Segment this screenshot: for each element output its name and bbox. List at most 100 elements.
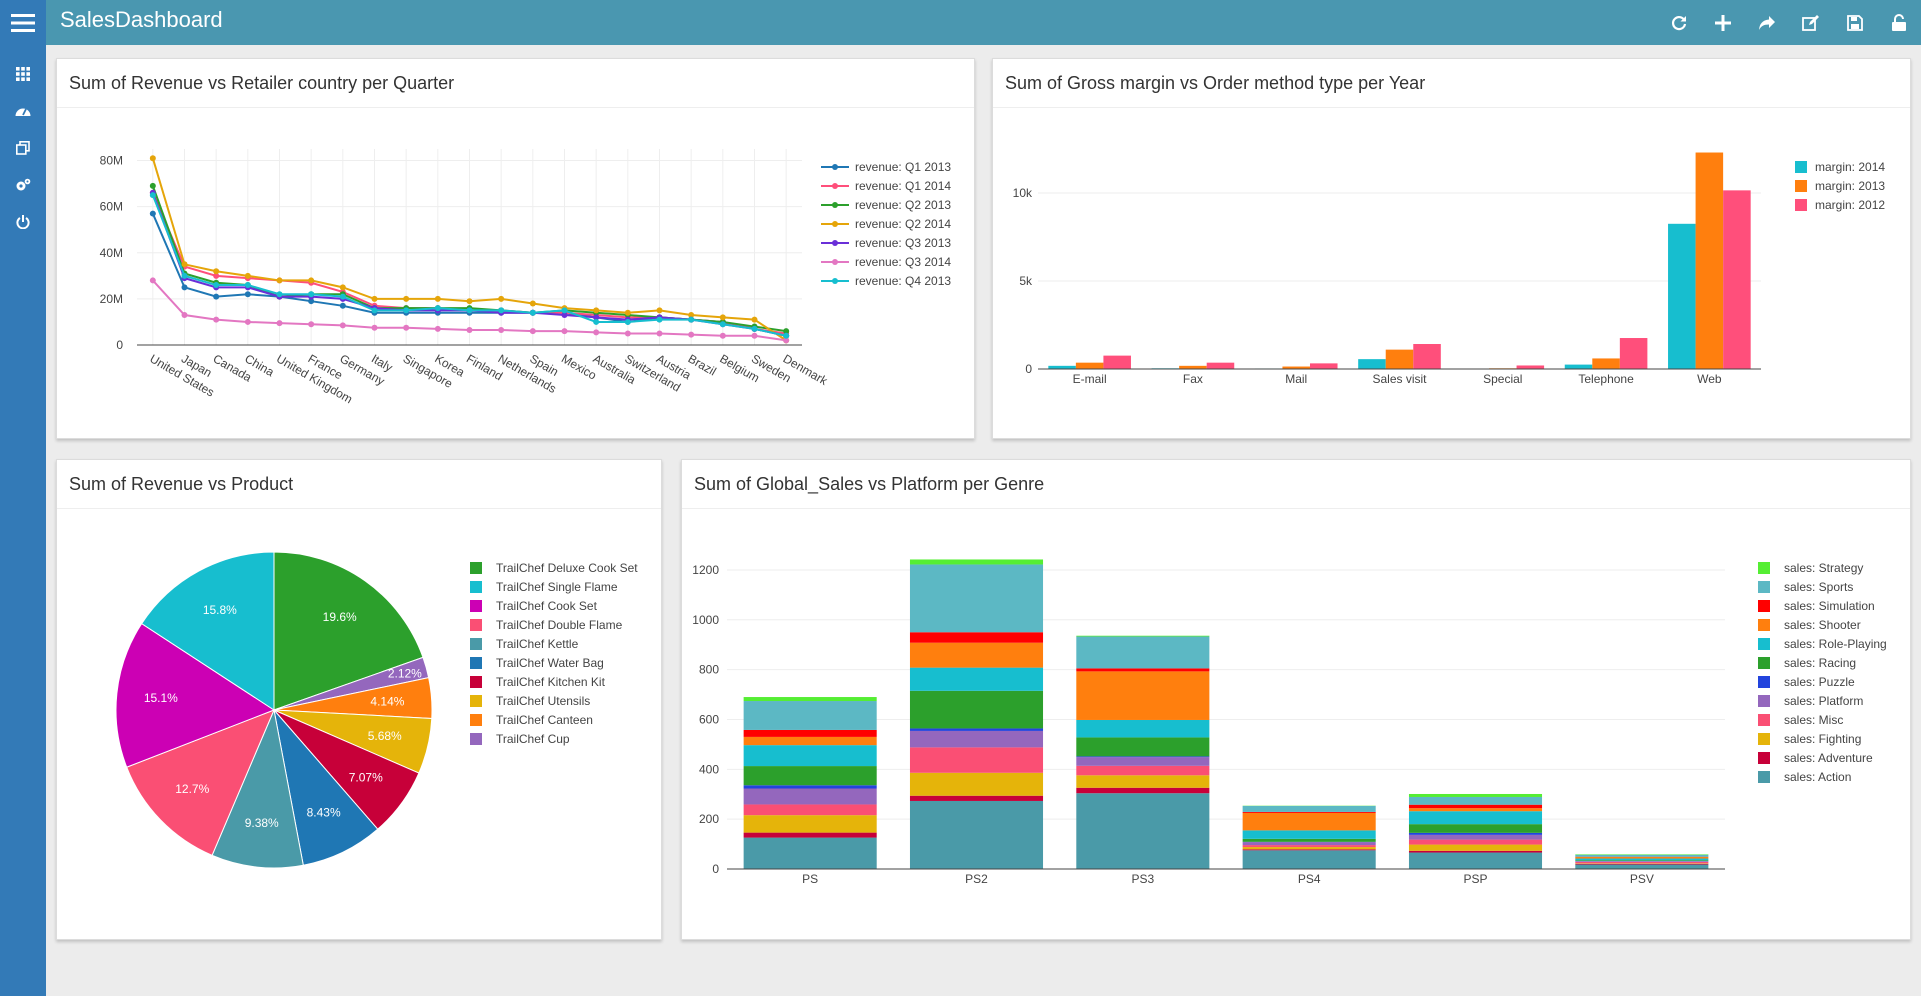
bar [1723, 190, 1751, 369]
edit-button[interactable] [1789, 0, 1833, 45]
data-point [561, 328, 568, 335]
legend-swatch [1758, 638, 1770, 650]
stacked-bar-segment [909, 690, 1044, 729]
data-point [403, 324, 410, 331]
x-tick-label: Mexico [559, 351, 599, 382]
gross-margin-bar-chart[interactable]: 0 5k 10k E-mail Fax Mail Sales visit Special Tel… [993, 59, 1910, 438]
y-tick-label: 600 [699, 712, 719, 726]
stacked-bar-segment [1575, 861, 1709, 864]
bar [1592, 358, 1620, 369]
data-point [624, 330, 631, 337]
legend-swatch [470, 695, 482, 707]
stacked-bar-segment [743, 832, 877, 838]
data-point [244, 291, 251, 298]
y-tick-label: 0 [1025, 362, 1032, 376]
stacked-bar-segment [1408, 796, 1543, 805]
x-tick-label: Fax [1183, 372, 1203, 386]
bar [1695, 152, 1724, 369]
data-point [308, 321, 315, 328]
data-point [213, 316, 220, 323]
stacked-bar-segment [909, 730, 1044, 748]
legend-marker [832, 221, 838, 227]
stacked-bar-segment [909, 772, 1044, 796]
legend-label: TrailChef Utensils [496, 694, 590, 708]
data-point [181, 284, 188, 291]
legend-label: revenue: Q1 2013 [855, 160, 951, 174]
legend-swatch [1758, 695, 1770, 707]
stacked-bar-segment [743, 804, 877, 816]
legend-label: revenue: Q1 2014 [855, 179, 951, 193]
y-tick-label: 40M [100, 246, 123, 260]
data-point [434, 305, 441, 312]
y-tick-label: 800 [699, 663, 719, 677]
share-button[interactable] [1745, 0, 1789, 45]
data-point [276, 277, 283, 284]
add-button[interactable] [1701, 0, 1745, 45]
legend-label: sales: Racing [1784, 656, 1856, 670]
stacked-bar-segment [1575, 860, 1709, 862]
bar [1206, 362, 1235, 369]
stacked-bar-segment [1242, 838, 1376, 842]
refresh-button[interactable] [1657, 0, 1701, 45]
sidebar-item-settings[interactable] [0, 166, 46, 203]
stacked-bar-segment [1076, 668, 1210, 672]
pie-slice [211, 708, 304, 869]
stacked-bar-segment [743, 697, 877, 702]
sidebar-item-copy[interactable] [0, 129, 46, 166]
hamburger-menu-button[interactable] [0, 0, 46, 45]
data-point [434, 295, 441, 302]
panel-title: Sum of Revenue vs Product [69, 474, 294, 494]
stacked-bar-segment [743, 815, 877, 833]
legend-swatch [1758, 752, 1770, 764]
stacked-bar-segment [1242, 847, 1376, 850]
stacked-bar-segment [1242, 811, 1376, 813]
data-point [403, 295, 410, 302]
stacked-bar-segment [909, 728, 1044, 731]
bar [1179, 365, 1207, 369]
legend-swatch [470, 733, 482, 745]
data-point [719, 332, 726, 339]
revenue-pie-chart[interactable]: 19.6% 2.12% 4.14% 5.68% 7.07% 8.43% 9.38% 12.7%… [57, 460, 661, 939]
y-tick-label: 400 [699, 762, 719, 776]
sidebar-item-dashboard[interactable] [0, 92, 46, 129]
data-point [751, 316, 758, 323]
stacked-bar-segment [1242, 849, 1376, 851]
slice-label: 8.43% [307, 805, 341, 819]
stacked-bar-segment [1076, 765, 1210, 776]
legend-marker [832, 164, 838, 170]
stacked-bar-segment [909, 632, 1044, 643]
legend-marker [832, 278, 838, 284]
save-button[interactable] [1833, 0, 1877, 45]
legend-label: sales: Puzzle [1784, 675, 1855, 689]
legend-label: sales: Misc [1784, 713, 1843, 727]
sidebar-item-apps[interactable] [0, 55, 46, 92]
stacked-bar-segment [1242, 850, 1376, 869]
legend-label: sales: Simulation [1784, 599, 1875, 613]
x-tick-label: Sales visit [1372, 372, 1427, 386]
sidebar-item-logout[interactable] [0, 203, 46, 240]
legend-label: margin: 2014 [1815, 160, 1885, 174]
global-sales-stacked-bar-chart[interactable]: 0 200 400 600 800 1000 1200 PS PS2 PS3 PS4 PSP PSV sa… [682, 460, 1910, 939]
bar [1309, 363, 1338, 369]
stacked-bar-segment [1076, 636, 1210, 669]
legend-label: margin: 2012 [1815, 198, 1885, 212]
slice-label: 5.68% [368, 729, 402, 743]
bar [1668, 223, 1696, 369]
y-tick-label: 0 [712, 862, 719, 876]
y-tick-label: 200 [699, 812, 719, 826]
stacked-bar-segment [909, 800, 1044, 869]
stacked-bar-segment [1076, 756, 1210, 758]
data-point [498, 327, 505, 334]
x-tick-label: PSP [1463, 872, 1487, 886]
stacked-bar-segment [1408, 824, 1543, 833]
legend-label: sales: Action [1784, 770, 1851, 784]
unlock-button[interactable] [1877, 0, 1921, 45]
stacked-bar-segment [1408, 793, 1543, 797]
slice-label: 19.6% [323, 610, 357, 624]
data-point [244, 272, 251, 279]
pie-slice [140, 551, 275, 711]
bar [1075, 362, 1104, 369]
data-point [561, 307, 568, 314]
data-point [276, 320, 283, 327]
